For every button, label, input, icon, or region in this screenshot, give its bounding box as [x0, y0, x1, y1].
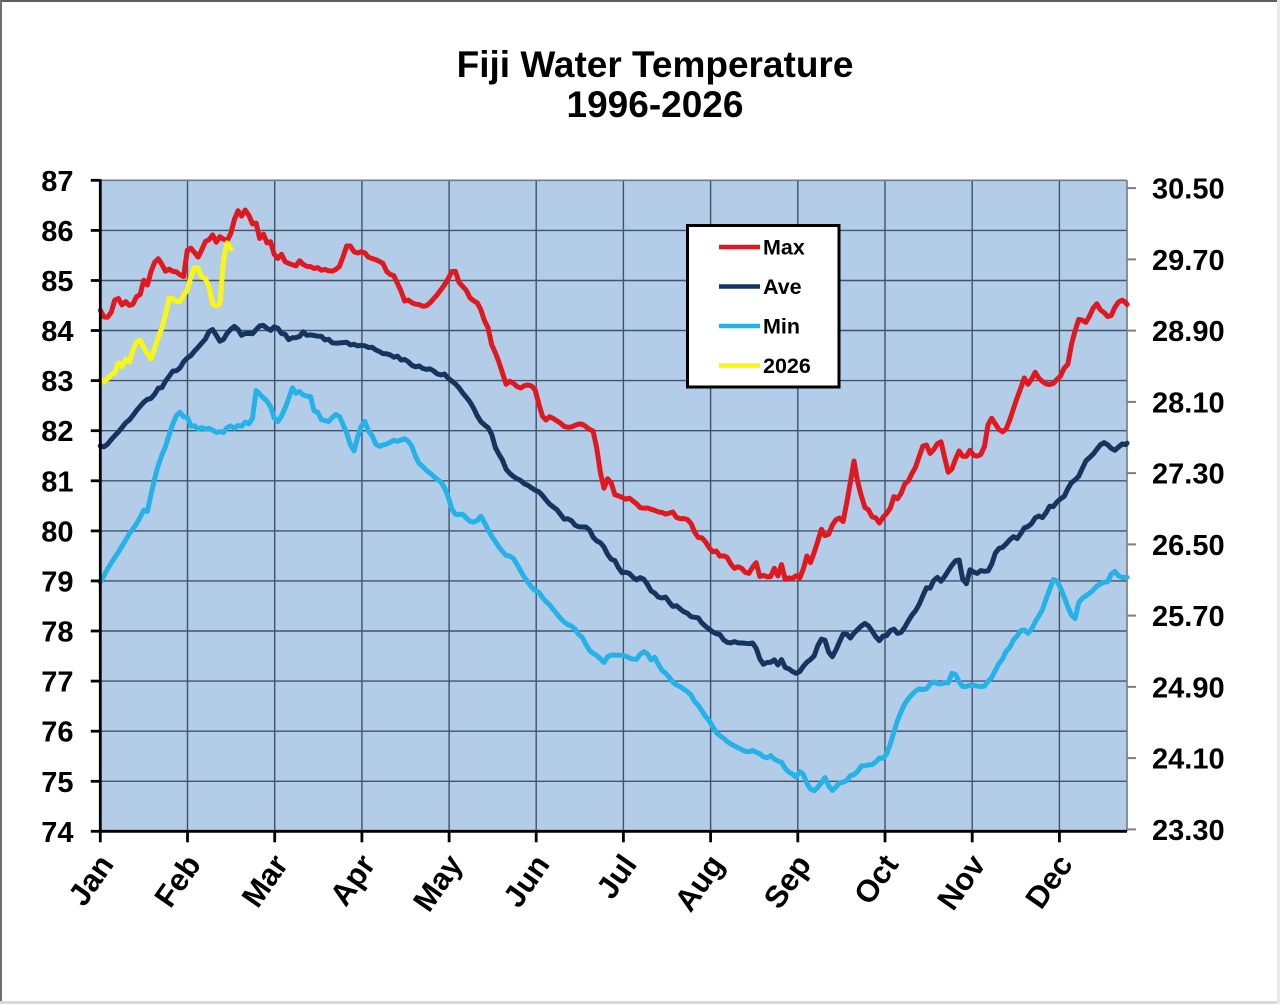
svg-text:78: 78 [41, 617, 73, 649]
svg-text:76: 76 [41, 717, 73, 749]
svg-text:25.70: 25.70 [1152, 601, 1225, 633]
svg-text:Min: Min [763, 315, 800, 339]
svg-text:83: 83 [41, 366, 73, 398]
svg-text:2026: 2026 [763, 354, 811, 378]
svg-text:86: 86 [41, 216, 73, 248]
svg-text:24.10: 24.10 [1152, 744, 1225, 776]
svg-text:1996-2026: 1996-2026 [567, 84, 744, 125]
svg-text:82: 82 [41, 416, 73, 448]
svg-text:75: 75 [41, 767, 73, 799]
svg-text:28.10: 28.10 [1152, 387, 1225, 419]
svg-text:74: 74 [41, 817, 73, 849]
svg-text:Fiji Water Temperature: Fiji Water Temperature [457, 44, 854, 85]
svg-text:Max: Max [763, 236, 805, 260]
svg-text:79: 79 [41, 566, 73, 598]
svg-text:80: 80 [41, 516, 73, 548]
svg-text:30.50: 30.50 [1152, 174, 1225, 206]
svg-text:Ave: Ave [763, 275, 802, 299]
svg-text:84: 84 [41, 316, 73, 348]
svg-text:29.70: 29.70 [1152, 245, 1225, 277]
svg-text:87: 87 [41, 166, 73, 198]
svg-text:81: 81 [41, 466, 73, 498]
svg-text:85: 85 [41, 266, 73, 298]
svg-text:24.90: 24.90 [1152, 672, 1225, 704]
svg-text:28.90: 28.90 [1152, 316, 1225, 348]
svg-text:27.30: 27.30 [1152, 459, 1225, 491]
svg-text:77: 77 [41, 667, 73, 699]
svg-text:23.30: 23.30 [1152, 815, 1225, 847]
svg-text:26.50: 26.50 [1152, 530, 1225, 562]
